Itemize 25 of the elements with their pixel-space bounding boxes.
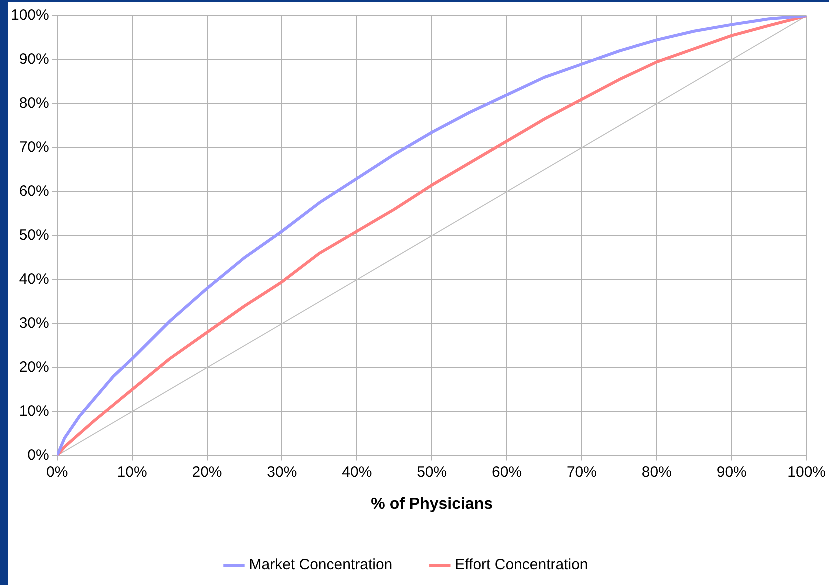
y-tick-label: 70% [19, 139, 50, 156]
x-tick-label: 20% [192, 464, 222, 481]
y-tick-label: 20% [19, 358, 50, 376]
y-tick-label: 80% [19, 95, 50, 112]
x-tick-label: 0% [46, 464, 68, 481]
x-tick-label: 100% [788, 464, 826, 481]
x-tick-label: 10% [117, 464, 148, 481]
legend-label: Effort Concentration [455, 556, 588, 574]
legend-label: Market Concentration [249, 556, 393, 574]
y-tick-label: 40% [19, 271, 50, 288]
y-tick-label: 100% [10, 7, 50, 24]
y-tick-label: 60% [19, 183, 50, 200]
x-tick-label: 80% [642, 464, 672, 481]
y-tick-label: 0% [28, 446, 50, 464]
y-tick-label: 30% [19, 315, 50, 332]
x-tick-label: 90% [716, 464, 747, 481]
y-tick-label: 90% [19, 51, 50, 68]
x-tick-label: 30% [267, 464, 298, 481]
x-tick-label: 70% [566, 464, 597, 481]
x-axis-title: % of Physicians [371, 496, 494, 513]
y-tick-label: 10% [19, 402, 50, 420]
x-tick-label: 60% [492, 464, 522, 481]
y-tick-label: 50% [19, 227, 50, 244]
x-tick-label: 40% [342, 464, 372, 481]
x-tick-label: 50% [417, 464, 448, 481]
